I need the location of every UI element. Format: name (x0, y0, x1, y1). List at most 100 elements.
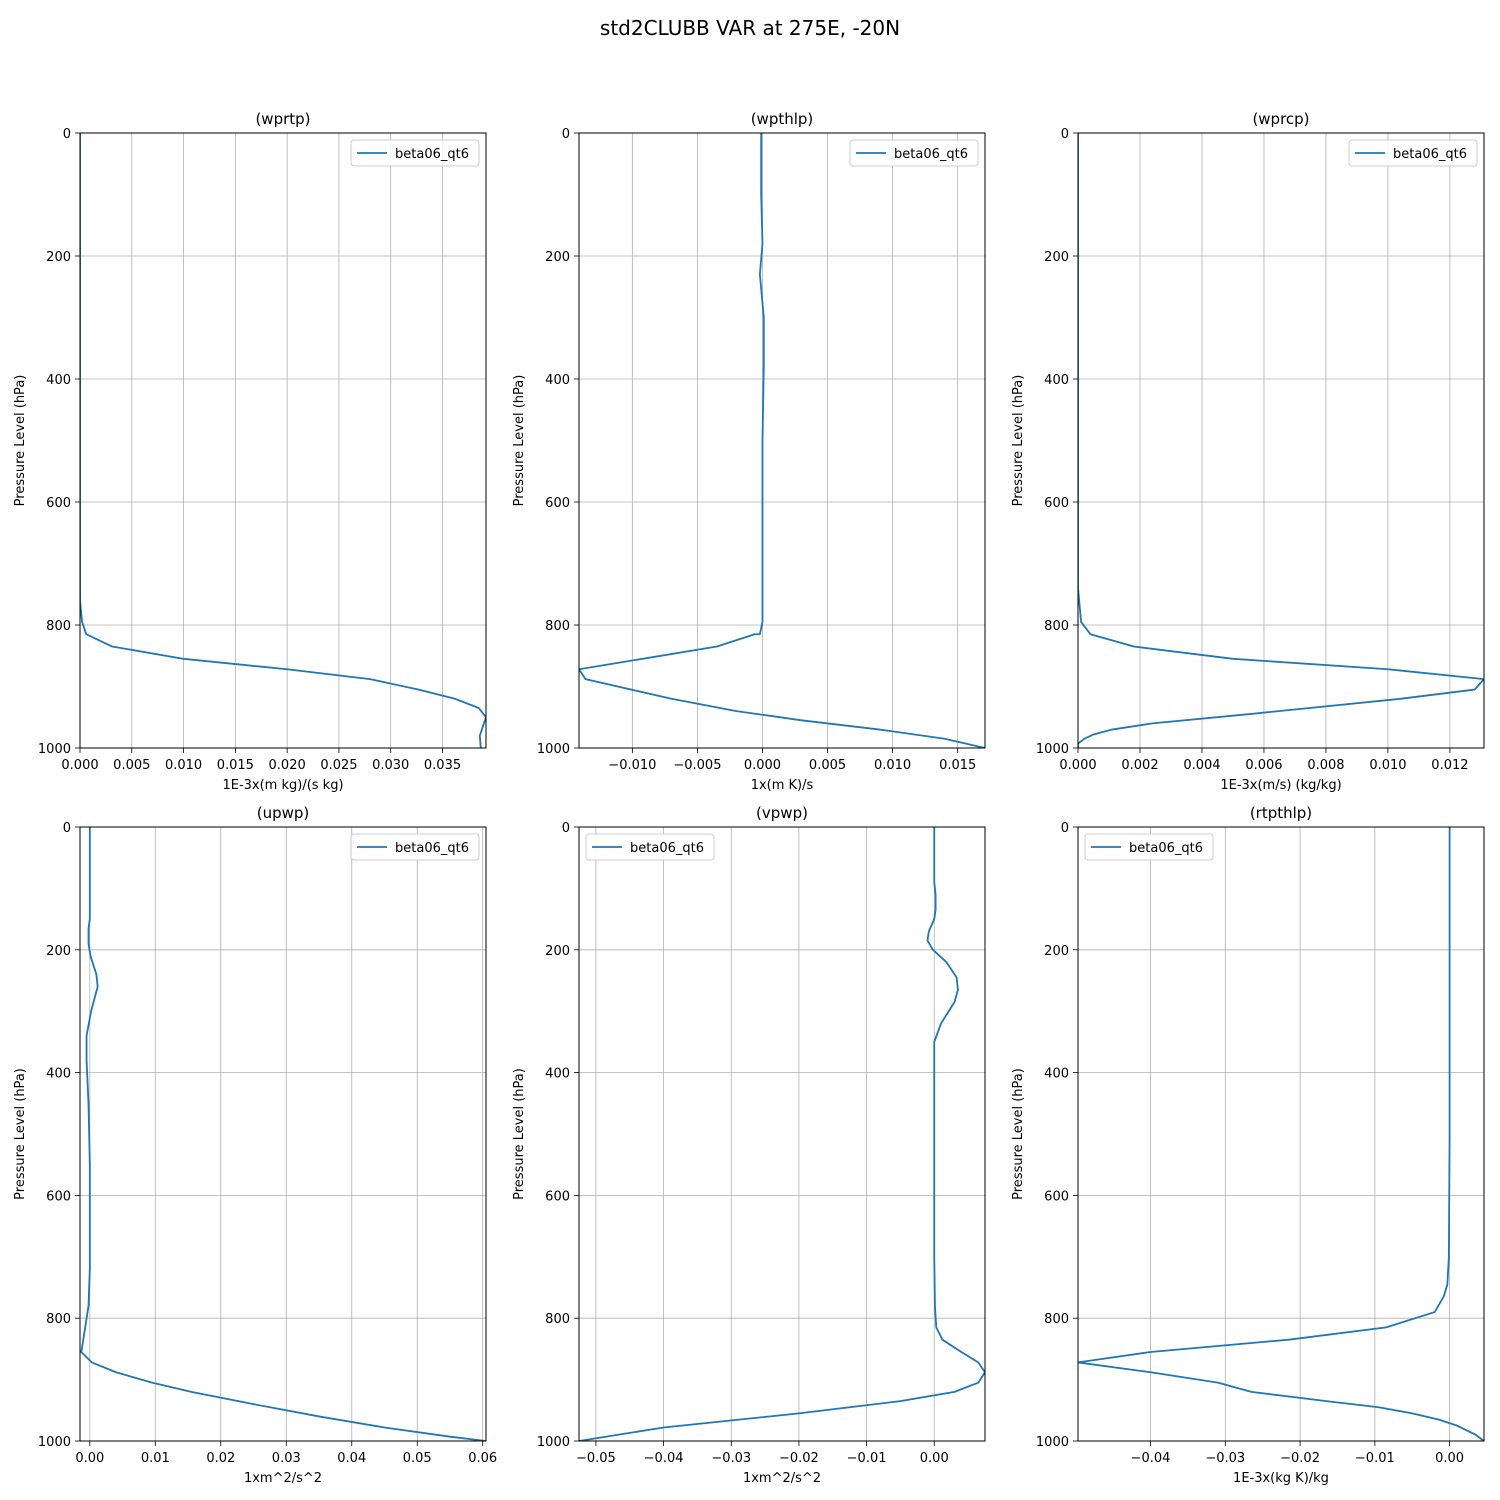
legend-box (585, 833, 715, 861)
y-tick-label: 400 (1044, 1067, 1069, 1082)
x-tick-label: 0.02 (206, 1451, 235, 1466)
y-axis-label: Pressure Level (hPa) (13, 1068, 28, 1200)
x-tick-label: 0.03 (272, 1451, 301, 1466)
x-axis-label: 1E-3x(kg K)/kg (1233, 1471, 1329, 1486)
y-tick-label: 800 (545, 619, 570, 634)
x-tick-label: −0.04 (644, 1451, 684, 1466)
subplot-title: (wpthlp) (751, 110, 814, 128)
x-tick-label: −0.01 (1355, 1451, 1395, 1466)
legend: beta06_qt6 (350, 833, 480, 861)
x-tick-label: −0.05 (576, 1451, 616, 1466)
x-tick-label: 0.015 (217, 758, 254, 773)
x-tick-label: −0.03 (1205, 1451, 1245, 1466)
y-tick-label: 800 (1044, 619, 1069, 634)
axes-frame (1077, 826, 1485, 1442)
x-tick-label: 0.030 (372, 758, 409, 773)
series-line-beta06_qt6 (579, 133, 985, 748)
x-tick-label: −0.010 (608, 758, 656, 773)
x-tick-label: 0.015 (939, 758, 976, 773)
axes-frame (578, 826, 986, 1442)
y-tick-label: 400 (1044, 373, 1069, 388)
y-axis-label: Pressure Level (hPa) (1011, 1068, 1026, 1200)
x-tick-label: 0.05 (403, 1451, 432, 1466)
y-tick-label: 400 (545, 373, 570, 388)
subplot-title: (rtpthlp) (1250, 804, 1312, 822)
x-tick-label: −0.04 (1131, 1451, 1171, 1466)
y-tick-label: 0 (63, 127, 71, 142)
x-tick-label: −0.01 (847, 1451, 887, 1466)
legend-label: beta06_qt6 (1393, 147, 1467, 162)
y-tick-label: 800 (1044, 1312, 1069, 1327)
y-tick-label: 1000 (537, 742, 570, 757)
y-tick-label: 200 (545, 250, 570, 265)
y-tick-label: 1000 (38, 742, 71, 757)
subplot-3: 0.000 0.002 0.004 0.006 0.008 0.010 0.012 0 200 4… (1011, 110, 1485, 793)
axes-frame (1077, 132, 1485, 749)
y-axis-label: Pressure Level (hPa) (512, 375, 527, 507)
axes-frame (578, 132, 986, 749)
y-axis-label: Pressure Level (hPa) (1011, 375, 1026, 507)
x-tick-label: 0.010 (874, 758, 911, 773)
y-tick-label: 600 (1044, 1189, 1069, 1204)
series-line-beta06_qt6 (1078, 133, 1484, 748)
x-axis-label: 1E-3x(m/s) (kg/kg) (1220, 778, 1341, 793)
y-tick-label: 600 (1044, 496, 1069, 511)
x-tick-label: 0.002 (1121, 758, 1158, 773)
x-axis-label: 1x(m K)/s (751, 778, 814, 793)
x-tick-label: 0.004 (1183, 758, 1220, 773)
x-tick-label: −0.03 (711, 1451, 751, 1466)
y-tick-label: 1000 (1036, 1435, 1069, 1450)
x-axis-label: 1xm^2/s^2 (743, 1471, 821, 1486)
axes-frame (79, 132, 487, 749)
y-tick-label: 200 (545, 944, 570, 959)
y-tick-label: 0 (63, 821, 71, 836)
subplot-6: −0.04 −0.03 −0.02 −0.01 0.00 0 200 400 600 800 100… (1011, 804, 1485, 1486)
y-tick-label: 400 (46, 1067, 71, 1082)
legend-box (350, 139, 480, 167)
subplot-1: 0.000 0.005 0.010 0.015 0.020 0.025 0.030 0.035… (13, 110, 487, 793)
x-tick-label: 0.00 (1435, 1451, 1464, 1466)
legend-label: beta06_qt6 (395, 841, 469, 856)
subplot-title: (vpwp) (756, 804, 808, 822)
x-tick-label: 0.000 (61, 758, 98, 773)
x-tick-label: 0.04 (337, 1451, 366, 1466)
x-tick-label: 0.00 (75, 1451, 104, 1466)
subplot-title: (upwp) (257, 804, 310, 822)
legend-box (350, 833, 480, 861)
y-tick-label: 400 (46, 373, 71, 388)
x-tick-label: 0.008 (1307, 758, 1344, 773)
x-tick-label: −0.005 (673, 758, 721, 773)
x-tick-label: 0.025 (320, 758, 357, 773)
y-tick-label: 200 (46, 250, 71, 265)
legend-label: beta06_qt6 (1129, 841, 1203, 856)
y-axis-label: Pressure Level (hPa) (512, 1068, 527, 1200)
y-tick-label: 600 (46, 1189, 71, 1204)
subplot-4: 0.00 0.01 0.02 0.03 0.04 0.05 0.06 0 200 400 600 80… (13, 804, 497, 1486)
y-tick-label: 600 (545, 496, 570, 511)
y-tick-label: 200 (46, 944, 71, 959)
x-tick-label: 0.00 (920, 1451, 949, 1466)
subplot-2: −0.010 −0.005 0.000 0.005 0.010 0.015 0 200 400 6… (512, 110, 986, 793)
y-axis-label: Pressure Level (hPa) (13, 375, 28, 507)
legend-label: beta06_qt6 (395, 147, 469, 162)
subplot-5: −0.05 −0.04 −0.03 −0.02 −0.01 0.00 0 200 400 600 8… (512, 804, 986, 1486)
x-tick-label: 0.020 (269, 758, 306, 773)
y-tick-label: 1000 (537, 1435, 570, 1450)
series-line-beta06_qt6 (1078, 827, 1484, 1441)
legend: beta06_qt6 (1348, 139, 1478, 167)
legend: beta06_qt6 (849, 139, 979, 167)
series-line-beta06_qt6 (80, 827, 486, 1441)
legend: beta06_qt6 (1084, 833, 1214, 861)
y-tick-label: 0 (562, 127, 570, 142)
y-tick-label: 1000 (38, 1435, 71, 1450)
y-tick-label: 1000 (1036, 742, 1069, 757)
subplot-title: (wprtp) (255, 110, 310, 128)
y-tick-label: 0 (1061, 821, 1069, 836)
x-tick-label: 0.012 (1431, 758, 1468, 773)
x-tick-label: 0.010 (1369, 758, 1406, 773)
series-line-beta06_qt6 (579, 827, 985, 1441)
x-tick-label: 0.01 (141, 1451, 170, 1466)
y-tick-label: 200 (1044, 944, 1069, 959)
